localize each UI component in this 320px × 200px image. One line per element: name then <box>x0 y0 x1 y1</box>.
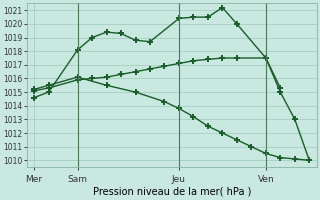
X-axis label: Pression niveau de la mer( hPa ): Pression niveau de la mer( hPa ) <box>92 187 251 197</box>
